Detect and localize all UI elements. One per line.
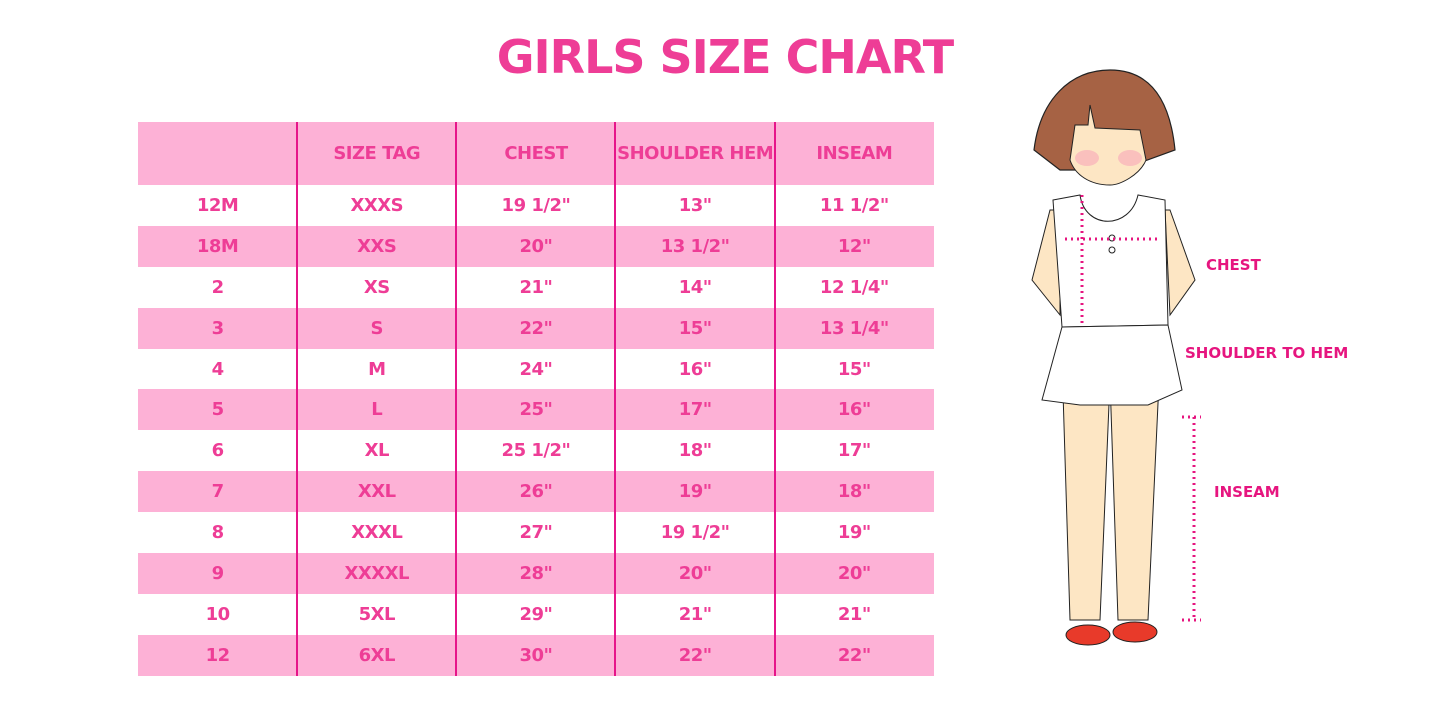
table-cell: 6XL [358,644,396,666]
column-divider [455,122,457,676]
table-row: 9 XXXXL 28" 20" 20" [138,553,934,594]
table-cell: S [370,317,384,339]
table-cell: 17" [837,440,871,462]
table-row: 6 XL 25 1/2" 18" 17" [138,430,934,471]
table-cell: 22" [678,644,712,666]
table-cell: XS [363,276,390,298]
table-cell: 5XL [358,603,396,625]
table-cell: 13 1/4" [819,317,889,339]
table-row: 4 M 24" 16" 15" [138,349,934,390]
table-cell: XXXS [350,194,404,216]
table-cell: 12" [837,235,871,257]
table-row: 12M XXXS 19 1/2" 13" 11 1/2" [138,185,934,226]
column-divider [296,122,298,676]
right-shoe [1112,621,1158,643]
button [1108,246,1116,254]
table-cell: 25 1/2" [501,440,571,462]
table-cell: 13" [678,194,712,216]
table-row: 5 L 25" 17" 16" [138,389,934,431]
table-cell: 20" [837,562,871,584]
table-cell: 12 [205,644,231,666]
table-cell: XL [364,440,390,462]
page-title: GIRLS SIZE CHART [496,30,954,84]
table-cell: 12 1/4" [819,276,889,298]
table-cell: 17" [678,399,712,421]
table-cell: 20" [678,562,712,584]
table-cell: L [371,399,383,421]
table-cell: 22" [837,644,871,666]
table-cell: 19 1/2" [501,194,571,216]
table-cell: 15" [678,317,712,339]
size-table: SIZE TAG CHEST SHOULDER HEM INSEAM 12M XX… [138,122,934,676]
table-cell: 19" [837,522,871,544]
table-cell: 16" [678,358,712,380]
table-cell: 24" [519,358,553,380]
girl-measurement-illustration [1031,69,1201,646]
table-cell: 19" [678,481,712,503]
header-cell: INSEAM [816,143,893,164]
table-cell: 5 [211,399,225,421]
table-cell: 29" [519,603,553,625]
table-header-row: SIZE TAG CHEST SHOULDER HEM INSEAM [138,122,934,185]
table-cell: 10 [205,603,231,625]
left-cheek [1075,150,1099,166]
table-cell: 22" [519,317,553,339]
header-cell: SIZE TAG [333,143,421,164]
table-cell: 3 [211,317,225,339]
table-cell: 21" [519,276,553,298]
table-cell: 2 [211,276,225,298]
inseam-label: INSEAM [1214,483,1280,501]
table-cell: 8 [211,522,225,544]
table-cell: 9 [211,562,225,584]
table-cell: 18M [196,235,239,257]
table-cell: 13 1/2" [660,235,730,257]
table-cell: 15" [837,358,871,380]
table-row: 10 5XL 29" 21" 21" [138,594,934,635]
column-divider [614,122,616,676]
right-cheek [1118,150,1142,166]
table-cell: 12M [196,194,239,216]
left-shoe [1065,624,1111,646]
shoulder-to-hem-label: SHOULDER TO HEM [1185,344,1349,362]
table-cell: XXXL [351,522,403,544]
chest-label: CHEST [1206,256,1261,274]
table-cell: 25" [519,399,553,421]
right-arm [1164,209,1196,317]
table-row: 18M XXS 20" 13 1/2" 12" [138,225,934,267]
table-cell: 28" [519,562,553,584]
table-cell: 7 [211,481,225,503]
legs [1061,359,1161,621]
column-divider [774,122,776,676]
table-cell: 14" [678,276,712,298]
shirt [1052,194,1169,328]
header-cell: SHOULDER HEM [617,143,774,164]
table-cell: XXXXL [344,562,410,584]
table-row: 2 XS 21" 14" 12 1/4" [138,267,934,308]
table-cell: 21" [678,603,712,625]
table-cell: 27" [519,522,553,544]
header-cell: CHEST [504,143,568,164]
table-cell: 19 1/2" [660,522,730,544]
table-row: 3 S 22" 15" 13 1/4" [138,307,934,349]
table-cell: 16" [837,399,871,421]
table-row: 12 6XL 30" 22" 22" [138,634,934,676]
table-cell: XXS [357,235,397,257]
table-cell: 26" [519,481,553,503]
table-cell: 18" [837,481,871,503]
table-row: 8 XXXL 27" 19 1/2" 19" [138,512,934,553]
table-cell: 18" [678,440,712,462]
table-cell: 6 [211,440,225,462]
table-cell: M [368,358,386,380]
table-cell: 21" [837,603,871,625]
bloomers [1041,324,1183,406]
table-cell: 20" [519,235,553,257]
table-cell: 4 [211,358,225,380]
table-row: 7 XXL 26" 19" 18" [138,471,934,513]
table-cell: XXL [357,481,396,503]
table-cell: 11 1/2" [819,194,889,216]
table-cell: 30" [519,644,553,666]
